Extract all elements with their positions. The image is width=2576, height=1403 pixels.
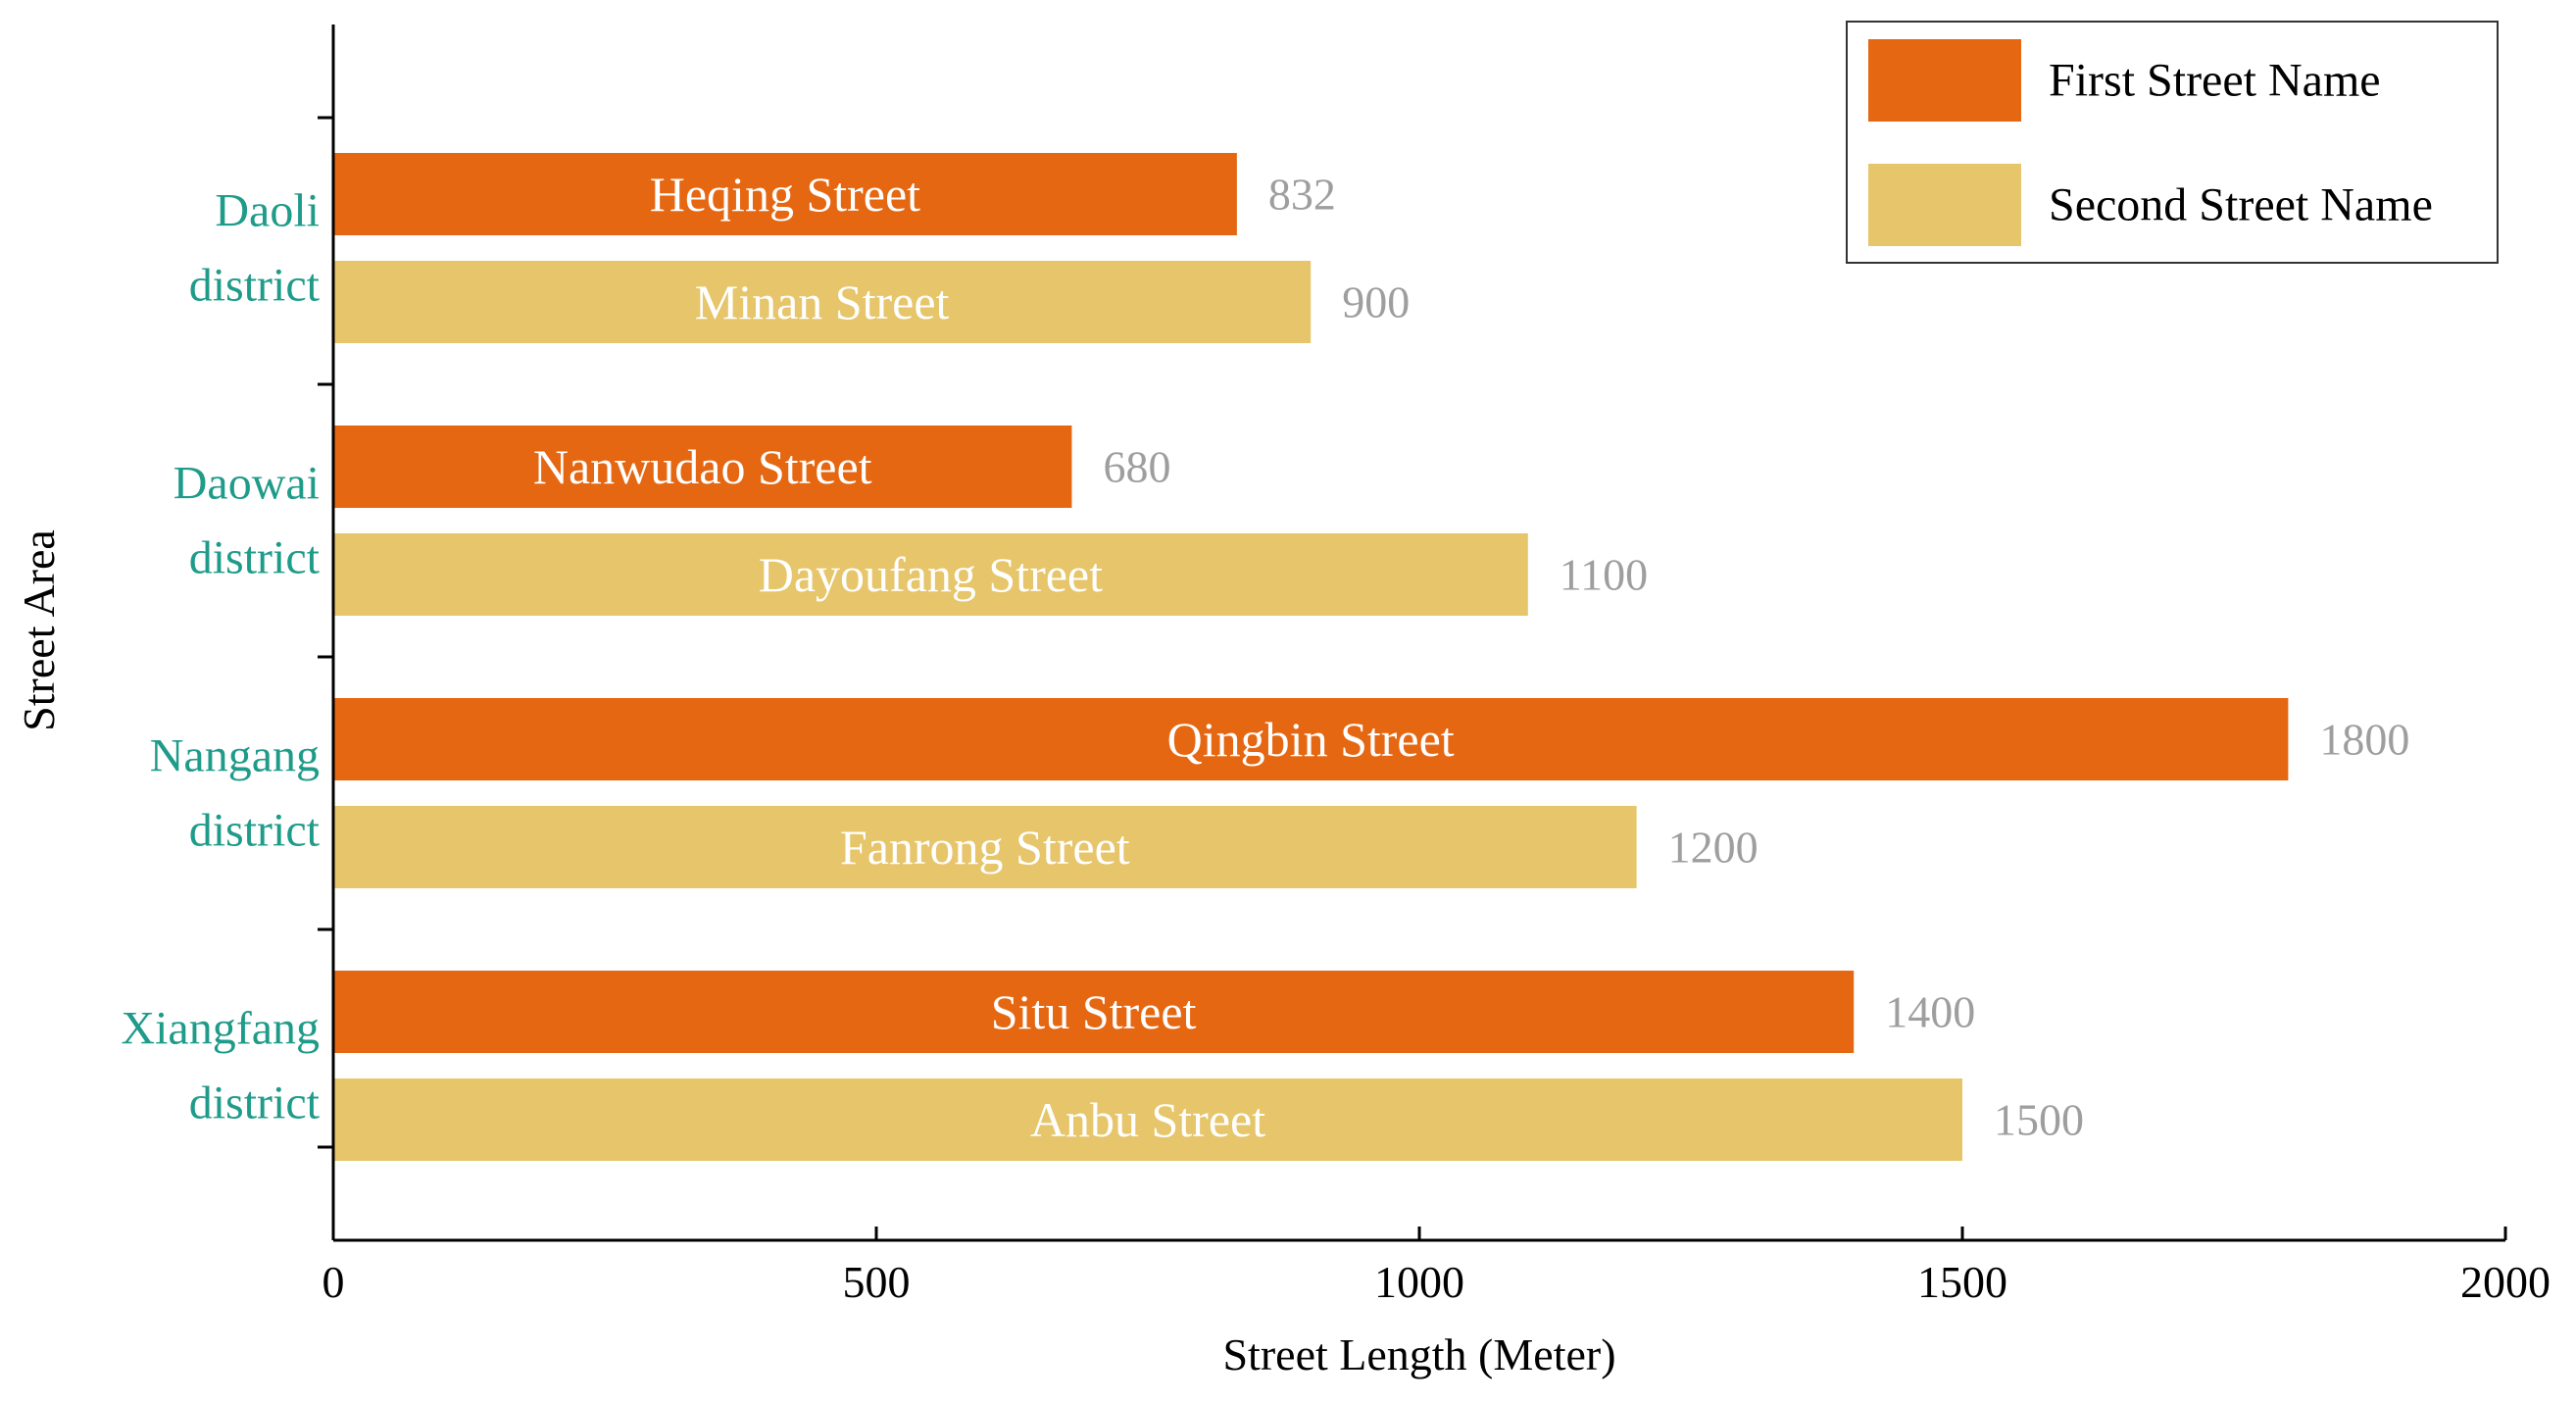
bar-first-3 — [333, 971, 1855, 1053]
category-label-line2: district — [189, 1077, 321, 1129]
category-label-line2: district — [189, 805, 321, 857]
x-tick-label: 1500 — [1917, 1257, 2007, 1307]
bar-value-label: 1200 — [1668, 823, 1759, 873]
x-tick-label: 2000 — [2460, 1257, 2551, 1307]
x-axis-title: Street Length (Meter) — [1222, 1329, 1615, 1379]
legend-label: Second Street Name — [2049, 179, 2433, 231]
bar-value-label: 1500 — [1994, 1095, 2084, 1145]
bar-second-2 — [333, 806, 1637, 888]
legend: First Street Name Second Street Name — [1846, 21, 2499, 264]
x-tick-label: 1000 — [1374, 1257, 1464, 1307]
bar-second-1 — [333, 533, 1528, 616]
category-label-line2: district — [189, 260, 321, 312]
x-tick-label: 500 — [843, 1257, 911, 1307]
category-label-line2: district — [189, 532, 321, 584]
bar-street-label: Minan Street — [695, 275, 950, 329]
y-axis-title: Street Area — [14, 529, 64, 731]
bar-street-label: Anbu Street — [1030, 1092, 1265, 1147]
bar-second-3 — [333, 1078, 1962, 1161]
legend-swatch — [1868, 39, 2021, 122]
bar-street-label: Dayoufang Street — [759, 547, 1103, 602]
bar-first-0 — [333, 153, 1237, 235]
bars-layer: Heqing Street 832 Nanwudao Street 680 Qingbi… — [333, 153, 2409, 1161]
bar-first-1 — [333, 426, 1072, 508]
bar-value-label: 832 — [1268, 170, 1336, 220]
bar-street-label: Heqing Street — [650, 167, 920, 222]
bar-value-label: 1100 — [1560, 550, 1648, 600]
legend-swatch — [1868, 164, 2021, 246]
bar-street-label: Fanrong Street — [840, 820, 1130, 875]
bar-street-label: Nanwudao Street — [533, 439, 872, 494]
bar-street-label: Situ Street — [991, 984, 1197, 1039]
category-label-line1: Daowai — [173, 458, 320, 510]
bar-street-label: Qingbin Street — [1167, 712, 1455, 767]
bar-second-0 — [333, 261, 1312, 343]
axes-layer: 0 500 1000 1500 2000 Daoli district Daowai distr… — [14, 25, 2551, 1379]
bar-value-label: 900 — [1342, 277, 1410, 327]
bar-value-label: 1800 — [2319, 715, 2409, 765]
category-label-line1: Xiangfang — [121, 1003, 320, 1055]
category-label-line1: Nangang — [150, 730, 320, 782]
bar-first-2 — [333, 698, 2289, 780]
category-label-line1: Daoli — [215, 185, 320, 237]
bar-value-label: 1400 — [1885, 987, 1975, 1037]
legend-label: First Street Name — [2049, 55, 2381, 107]
x-tick-label: 0 — [322, 1257, 345, 1307]
bar-value-label: 680 — [1103, 442, 1170, 492]
